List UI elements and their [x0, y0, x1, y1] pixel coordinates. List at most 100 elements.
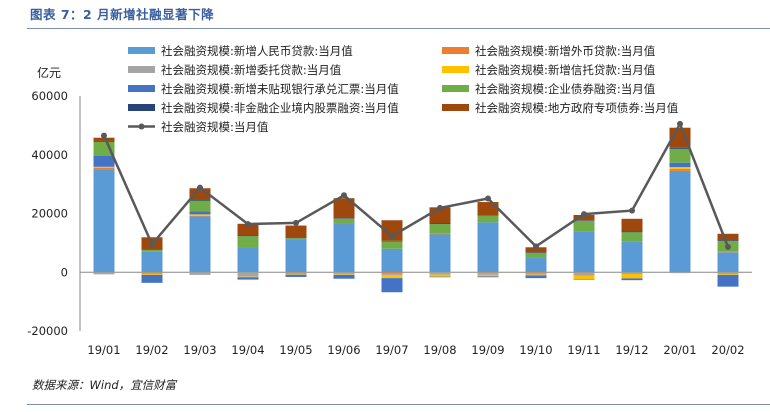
legend-label: 社会融资规模:新增外币贷款:当月值 [475, 44, 656, 58]
bar-segment [477, 272, 499, 275]
bar-segment [669, 272, 691, 274]
legend-swatch [128, 47, 155, 54]
legend-label: 社会融资规模:新增未贴现银行承兑汇票:当月值 [161, 82, 399, 96]
bar-segment [669, 148, 691, 163]
bar-segment [429, 223, 451, 225]
bar-segment [333, 223, 355, 273]
bar-segment [477, 215, 499, 223]
bar-segment [477, 202, 499, 216]
legend-swatch [442, 66, 469, 73]
bar-segment [237, 223, 259, 236]
bar-segment [381, 278, 403, 293]
x-tick-label: 19/12 [615, 343, 648, 357]
bar-segment [93, 167, 115, 170]
legend-line-marker [138, 123, 145, 130]
bar-segment [717, 233, 739, 241]
bar-segment [333, 272, 355, 275]
bar-segment [381, 273, 403, 276]
bar-segment [237, 246, 259, 248]
bar-segment [237, 276, 259, 278]
bar-segment [333, 218, 355, 224]
bar-segment [189, 200, 211, 212]
total-line-point [437, 204, 443, 211]
bar-segment [141, 274, 163, 283]
bar-segment [525, 247, 547, 253]
total-line-point [389, 233, 395, 240]
bar-segment [573, 220, 595, 221]
legend: 社会融资规模:新增人民币贷款:当月值 社会融资规模:新增外币贷款:当月值社会融资规… [128, 44, 679, 134]
bar-segment [477, 215, 499, 216]
bar-segment [573, 231, 595, 273]
bar-segment [717, 252, 739, 273]
bar-segment [285, 272, 307, 275]
bar-segment [285, 237, 307, 239]
x-tick-label: 19/11 [567, 343, 600, 357]
bar-segment [381, 248, 403, 273]
bar-segment [333, 218, 355, 219]
bar-segment [573, 275, 595, 280]
bar-segment [141, 274, 163, 275]
bar-segment [285, 238, 307, 240]
bar-segment [717, 251, 739, 253]
x-tick-label: 19/01 [87, 343, 120, 357]
bar-segment [717, 274, 739, 287]
bar-segment [237, 236, 259, 247]
bar-segment [141, 272, 163, 275]
bar-segment [669, 168, 691, 171]
x-tick-label: 19/03 [183, 343, 216, 357]
bar-segment [669, 162, 691, 168]
legend-swatch [442, 47, 469, 54]
bar-segment [525, 257, 547, 273]
bar-segment [621, 274, 643, 279]
total-line-path [102, 120, 730, 249]
bar-segment [141, 251, 163, 273]
x-tick-label: 20/02 [711, 343, 744, 357]
bar-segment [189, 215, 211, 217]
y-tick-label: 60000 [31, 89, 68, 103]
bar-segment [93, 155, 115, 167]
bar-segment [93, 166, 115, 168]
legend-swatch [442, 104, 469, 111]
bar-segment [237, 235, 259, 237]
bar-segment [621, 272, 643, 275]
x-tick-label: 19/08 [423, 343, 456, 357]
y-tick-label: 20000 [31, 207, 68, 221]
y-tick-label: -20000 [27, 324, 68, 338]
y-tick-label: 0 [61, 265, 68, 279]
bar-segment [333, 198, 355, 219]
total-line-point [533, 243, 539, 250]
bar-segment [333, 223, 355, 225]
bar-segment [189, 272, 211, 275]
legend-label: 社会融资规模:新增信托贷款:当月值 [475, 63, 656, 77]
total-line-point [149, 241, 155, 248]
bar-segment [189, 214, 211, 216]
bar-segment [573, 214, 595, 221]
legend-label: 社会融资规模:新增人民币贷款:当月值 [161, 44, 353, 58]
bar-segment [93, 169, 115, 273]
bar-segment [717, 240, 739, 242]
bar-segment [189, 199, 211, 201]
bar-segment [381, 220, 403, 241]
bar-segment [93, 137, 115, 141]
bar-segment [477, 222, 499, 273]
legend-label: 社会融资规模:企业债券融资:当月值 [475, 82, 656, 96]
bar-segment [429, 276, 451, 278]
total-line-point [677, 120, 683, 127]
x-tick-label: 19/02 [135, 343, 168, 357]
bar-segment [717, 274, 739, 275]
y-axis-unit-label: 亿元 [37, 65, 61, 80]
bar-segment [477, 274, 499, 277]
chart-title: 图表 7：2 月新增社融显著下降 [30, 7, 215, 22]
bar-segment [333, 274, 355, 275]
legend-label: 社会融资规模:新增委托贷款:当月值 [161, 63, 342, 77]
x-tick-label: 20/01 [663, 343, 696, 357]
bar-segment [525, 252, 547, 258]
x-tick-label: 19/05 [279, 343, 312, 357]
x-tick-label: 19/04 [231, 343, 264, 357]
bar-segment [525, 275, 547, 279]
total-line-point [245, 221, 251, 228]
bar-segment [621, 218, 643, 232]
legend-label: 社会融资规模:地方政府专项债券:当月值 [475, 101, 679, 115]
total-line-point [197, 184, 203, 191]
bar-segment [621, 232, 643, 242]
